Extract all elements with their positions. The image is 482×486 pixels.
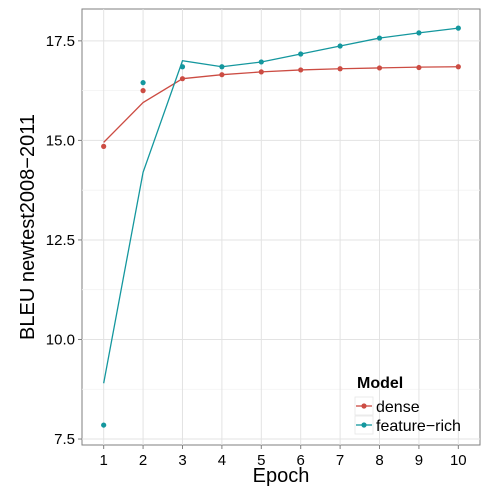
x-tick-label: 1 (100, 452, 108, 469)
legend-label: dense (376, 399, 420, 416)
x-tick-label: 7 (336, 452, 344, 469)
data-point (337, 43, 343, 49)
legend-label: feature−rich (376, 418, 461, 435)
y-tick-label: 7.5 (54, 431, 75, 448)
data-point (416, 30, 422, 36)
legend: Model dense feature−rich (354, 375, 461, 435)
x-tick-label: 5 (257, 452, 265, 469)
legend-key-point (361, 422, 367, 428)
x-tick-label: 9 (415, 452, 423, 469)
data-point (179, 64, 186, 70)
legend-key-point (361, 403, 367, 409)
x-tick-label: 4 (218, 452, 226, 469)
data-point (101, 143, 107, 149)
y-axis-title: BLEU newtest2008−2011 (17, 114, 39, 340)
data-point (298, 67, 304, 73)
plot-panel (81, 8, 481, 446)
data-point (179, 76, 186, 82)
data-point (298, 51, 304, 57)
data-point (455, 25, 461, 31)
data-point (376, 65, 383, 71)
data-point (140, 80, 146, 86)
y-tick-label: 12.5 (46, 232, 75, 249)
x-tick-label: 2 (139, 452, 147, 469)
data-point (416, 64, 422, 71)
x-tick-label: 3 (178, 452, 186, 469)
x-tick-label: 10 (450, 452, 467, 469)
data-point (258, 59, 264, 65)
x-tick-label: 6 (297, 452, 305, 469)
data-point (219, 72, 225, 78)
series-line (103, 27, 459, 384)
data-point (337, 66, 343, 72)
data-point (101, 422, 107, 428)
data-point (219, 64, 225, 70)
data-point (455, 64, 461, 70)
axes-layer: 7.5 10.0 12.5 15.0 17.5 1 2 3 4 5 6 7 8 9 10 (46, 33, 467, 469)
data-point (140, 88, 146, 94)
legend-title: Model (357, 375, 403, 392)
y-tick-label: 15.0 (46, 132, 75, 149)
data-point (376, 35, 383, 41)
data-point (258, 69, 264, 75)
x-tick-label: 8 (375, 452, 383, 469)
x-axis-title: Epoch (253, 465, 310, 486)
series-line (103, 66, 459, 143)
y-tick-label: 10.0 (46, 331, 75, 348)
y-tick-label: 17.5 (46, 33, 75, 50)
series-layer (101, 25, 461, 428)
